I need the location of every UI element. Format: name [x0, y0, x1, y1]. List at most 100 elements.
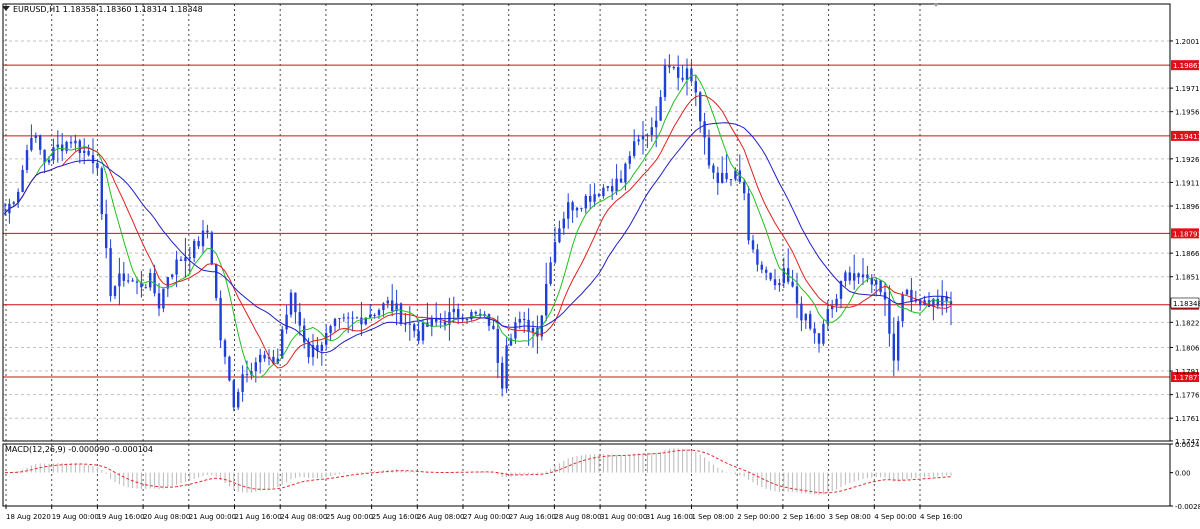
candle-body: [386, 300, 389, 304]
candle-body: [34, 135, 37, 138]
candle-body: [839, 280, 843, 299]
candle-body: [140, 282, 143, 288]
candle-body: [382, 303, 385, 311]
candle-body: [377, 310, 381, 316]
chart-shift-marker-icon[interactable]: [933, 3, 939, 7]
candle-body: [668, 65, 671, 68]
labels: EURUSD,H1 1.18358 1.18360 1.18314 1.1834…: [2, 3, 939, 454]
candle-body: [245, 374, 249, 376]
x-tick-label: 18 Aug 2020: [6, 513, 51, 521]
macd-y-tick-label: 0.00242: [1175, 441, 1200, 449]
candle-body: [470, 311, 473, 320]
candle-body: [452, 309, 455, 313]
candle-body: [751, 240, 755, 250]
candle-body: [355, 317, 359, 319]
candle-body: [633, 141, 636, 156]
candle-body: [637, 139, 640, 142]
y-tick-label: 1.17915: [1175, 368, 1200, 376]
candle-body: [492, 325, 495, 329]
candle-body: [175, 259, 178, 275]
candle-body: [39, 135, 42, 150]
price-level-label: 1.19411: [1173, 133, 1200, 141]
candle-body: [65, 141, 68, 152]
candle-body: [135, 281, 139, 283]
candle-body: [223, 340, 227, 357]
price-level-tag: [1171, 372, 1199, 383]
candle-body: [259, 354, 262, 363]
candle-body: [848, 272, 851, 281]
candle-body: [232, 380, 235, 408]
candle-body: [589, 195, 592, 202]
candle-body: [756, 249, 759, 265]
candle-body: [646, 134, 649, 136]
candle-body: [333, 318, 337, 327]
y-tick-label: 1.18965: [1175, 203, 1200, 211]
x-tick-label: 26 Aug 08:00: [417, 513, 464, 521]
candle-body: [804, 314, 807, 321]
candle-body: [289, 292, 293, 315]
candle-body: [474, 311, 477, 314]
axes: 1.18348 1.20015 1.19715 1.19565 1.19265 1.191…: [5, 38, 1200, 521]
x-tick-label: 25 Aug 00:00: [326, 513, 373, 521]
candle-body: [619, 178, 623, 183]
candle-body: [853, 273, 856, 281]
candle-body: [501, 362, 504, 389]
candle-body: [201, 230, 205, 247]
candle-body: [360, 317, 363, 325]
candle-body: [835, 298, 838, 306]
x-tick-label: 31 Aug 00:00: [600, 513, 647, 521]
candle-body: [897, 321, 900, 361]
candle-body: [250, 371, 253, 376]
candle-body: [439, 321, 442, 323]
candle-body: [329, 326, 332, 334]
candle-body: [932, 298, 935, 307]
candle-body: [430, 318, 433, 327]
candle-body: [861, 274, 865, 278]
candle-body: [369, 314, 372, 318]
candle-body: [729, 179, 733, 181]
candle-body: [162, 288, 165, 309]
candle-body: [100, 168, 103, 215]
candle-body: [844, 272, 847, 281]
candle-body: [602, 187, 605, 197]
candle-body: [743, 181, 746, 194]
candle-body: [606, 186, 609, 188]
candle-body: [316, 345, 319, 351]
candle-body: [206, 230, 209, 233]
candle-body: [615, 178, 618, 192]
candle-body: [716, 172, 719, 183]
candle-body: [25, 150, 29, 170]
candle-body: [694, 81, 697, 93]
y-tick-label: 1.17765: [1175, 392, 1200, 400]
x-tick-label: 1 Sep 08:00: [692, 513, 734, 521]
x-tick-label: 21 Aug 16:00: [235, 513, 282, 521]
candle-body: [61, 144, 64, 152]
candle-body: [703, 121, 706, 138]
candle-body: [188, 257, 191, 259]
y-tick-label: 1.19565: [1175, 109, 1200, 117]
candle-body: [765, 269, 768, 273]
candle-body: [681, 77, 684, 80]
candle-body: [219, 297, 222, 341]
candle-body: [531, 327, 535, 332]
candle-body: [628, 155, 631, 164]
candle-body: [320, 344, 323, 351]
candle-body: [672, 67, 675, 69]
y-tick-label: 1.18225: [1175, 319, 1200, 327]
candle-body: [311, 345, 315, 358]
candle-body: [782, 268, 785, 284]
candle-body: [171, 274, 174, 278]
candle-body: [417, 330, 420, 341]
candle-body: [272, 356, 275, 364]
price-level-tag: [1171, 130, 1199, 141]
candle-body: [778, 283, 781, 286]
candle-body: [545, 283, 548, 316]
x-tick-label: 4 Sep 16:00: [920, 513, 962, 521]
candle-body: [56, 144, 59, 148]
x-tick-label: 27 Aug 16:00: [509, 513, 556, 521]
chevron-down-icon[interactable]: [2, 6, 10, 11]
ma-fast-line: [4, 74, 952, 378]
